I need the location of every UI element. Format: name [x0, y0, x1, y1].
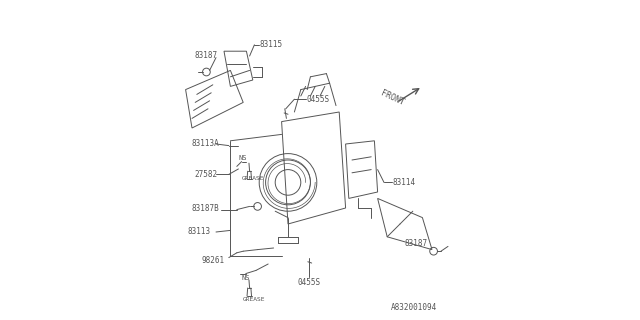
Text: 98261: 98261 — [202, 256, 225, 265]
Text: GREASE: GREASE — [243, 297, 265, 302]
Text: 83113A: 83113A — [192, 139, 220, 148]
Text: 83115: 83115 — [260, 40, 283, 49]
Text: NS: NS — [242, 276, 250, 281]
Text: 83113: 83113 — [187, 227, 211, 236]
Text: 83187: 83187 — [405, 239, 428, 248]
Text: 0455S: 0455S — [307, 95, 330, 104]
Text: 83187B: 83187B — [192, 204, 220, 213]
Text: 27582: 27582 — [195, 170, 218, 179]
Text: NS: NS — [239, 156, 247, 161]
Text: GREASE: GREASE — [242, 176, 264, 181]
Text: 83114: 83114 — [393, 178, 416, 187]
Text: 0455S: 0455S — [298, 278, 321, 287]
Text: 83187: 83187 — [195, 51, 218, 60]
Text: FRONT: FRONT — [380, 88, 406, 107]
Text: A832001094: A832001094 — [390, 303, 436, 312]
